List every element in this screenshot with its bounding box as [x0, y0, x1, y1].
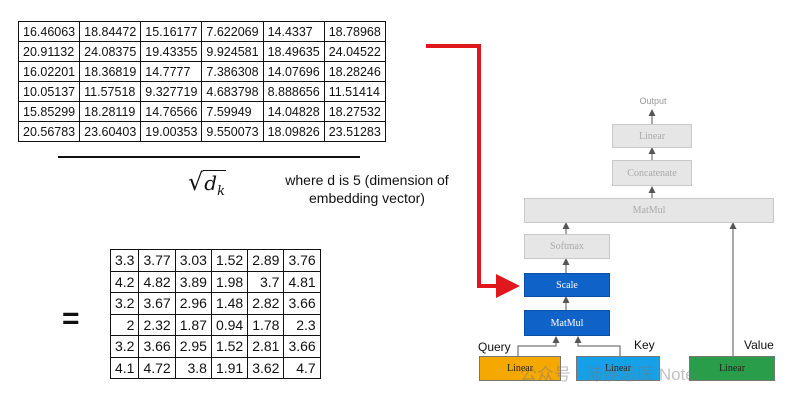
matrix-row: 4.1 4.72 3.8 1.91 3.62 4.7 [109, 356, 321, 379]
matrix-cell: 4.72 [138, 356, 176, 379]
matrix-cell: 3.2 [109, 292, 140, 315]
matrix-row: 10.05137 11.57518 9.327719 4.683798 8.888656… [17, 81, 386, 102]
matrix-cell: 9.327719 [140, 81, 203, 102]
matrix-cell: 2.3 [283, 313, 321, 336]
matrix-cell: 4.82 [138, 270, 176, 293]
matrix-cell: 14.7777 [140, 61, 203, 82]
query-label: Query [478, 340, 511, 354]
scale-block: Scale [524, 273, 610, 297]
matrix-cell: 18.09826 [262, 121, 325, 142]
matmul-top-block: MatMul [524, 198, 774, 223]
matrix-cell: 10.05137 [17, 81, 81, 102]
matrix-cell: 14.4337 [262, 21, 325, 42]
fraction-line [58, 156, 360, 158]
matrix-row: 16.46063 18.84472 15.16177 7.622069 14.4337 1… [17, 21, 386, 42]
matmul-bottom-block: MatMul [524, 310, 610, 336]
matrix-bottom: 3.3 3.77 3.03 1.52 2.89 3.76 4.2 4.82 3.89 1.98 3.… [109, 249, 321, 379]
matrix-cell: 3.62 [247, 356, 285, 379]
matrix-cell: 4.7 [283, 356, 321, 379]
matrix-row: 2 2.32 1.87 0.94 1.78 2.3 [109, 313, 321, 336]
matrix-cell: 4.683798 [201, 81, 264, 102]
arrow-key-to-matmul [574, 336, 621, 356]
key-linear-block: Linear [576, 356, 660, 381]
matrix-cell: 3.76 [283, 249, 321, 272]
sqrt-radical: √ [188, 168, 204, 196]
matrix-cell: 18.28246 [323, 61, 386, 82]
matrix-cell: 7.386308 [201, 61, 264, 82]
matrix-row: 20.91132 24.08375 19.43355 9.924581 18.49635… [17, 41, 386, 62]
matrix-row: 20.56783 23.60403 19.00353 9.550073 18.09826… [17, 121, 386, 142]
matrix-cell: 1.78 [247, 313, 285, 336]
matrix-cell: 14.07696 [262, 61, 325, 82]
matrix-cell: 18.78968 [323, 21, 386, 42]
matrix-row: 15.85299 18.28119 14.76566 7.59949 14.04828 1… [17, 101, 386, 122]
matrix-cell: 3.03 [174, 249, 212, 272]
value-label: Value [744, 338, 774, 352]
matrix-cell: 9.924581 [201, 41, 264, 62]
linear-output-block: Linear [612, 124, 692, 148]
query-linear-block: Linear [479, 356, 561, 381]
output-label: Output [639, 96, 667, 106]
key-label: Key [634, 338, 655, 352]
matrix-cell: 4.81 [283, 270, 321, 293]
sqrt-dk-label: √dk [188, 168, 226, 199]
value-linear-block: Linear [689, 356, 775, 381]
matrix-cell: 19.00353 [140, 121, 203, 142]
sqrt-variable: d [204, 171, 218, 195]
matrix-row: 16.02201 18.36819 14.7777 7.386308 14.07696 1… [17, 61, 386, 82]
matrix-cell: 1.91 [210, 356, 249, 379]
matrix-cell: 2.89 [247, 249, 285, 272]
matrix-cell: 3.67 [138, 292, 176, 315]
sqrt-subscript: k [217, 184, 225, 199]
equals-sign: = [62, 302, 80, 335]
matrix-cell: 23.60403 [79, 121, 142, 142]
matrix-cell: 1.52 [210, 335, 249, 358]
matrix-cell: 14.76566 [140, 101, 203, 122]
arrow-query-to-matmul [517, 336, 560, 356]
matrix-cell: 23.51283 [323, 121, 386, 142]
softmax-block: Softmax [524, 234, 610, 259]
matrix-row: 3.2 3.66 2.95 1.52 2.81 3.66 [109, 335, 321, 358]
matrix-cell: 4.2 [109, 270, 140, 293]
matrix-cell: 4.1 [109, 356, 140, 379]
matrix-cell: 3.2 [109, 335, 140, 358]
matrix-cell: 2.81 [247, 335, 285, 358]
matrix-cell: 15.85299 [17, 101, 81, 122]
matrix-cell: 0.94 [210, 313, 249, 336]
matrix-top: 16.46063 18.84472 15.16177 7.622069 14.4337 1… [17, 21, 386, 142]
matrix-cell: 18.27532 [323, 101, 386, 122]
watermark: 公众号 · 沛疾忌医 Note [520, 365, 695, 384]
matrix-cell: 11.57518 [79, 81, 142, 102]
matrix-cell: 16.02201 [17, 61, 81, 82]
concatenate-block: Concatenate [612, 160, 692, 186]
highlight-arrow [426, 44, 520, 298]
dimension-note: where d is 5 (dimension of embedding vec… [285, 172, 449, 206]
